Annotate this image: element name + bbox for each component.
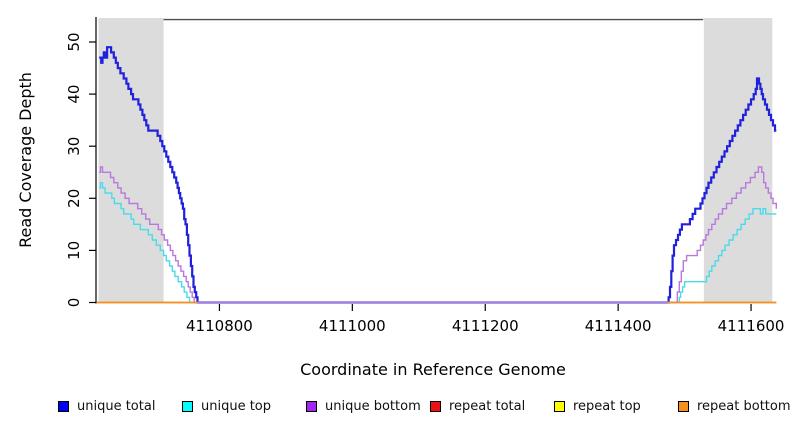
x-tick-label: 4111600 (718, 317, 785, 335)
x-tick-label: 4110800 (186, 317, 253, 335)
shaded-region-left-flank (98, 18, 164, 303)
y-tick-label: 10 (65, 241, 83, 260)
legend-label: repeat top (573, 398, 641, 414)
series-line-unique-top (99, 182, 777, 304)
legend-item-unique-total: unique total (58, 397, 155, 415)
x-axis-title: Coordinate in Reference Genome (300, 360, 566, 379)
legend-label: repeat bottom (697, 398, 791, 414)
legend-swatch-icon (182, 400, 193, 412)
series-line-unique-bottom (99, 166, 777, 304)
y-axis-title: Read Coverage Depth (16, 72, 35, 248)
legend-item-unique-top: unique top (182, 397, 271, 415)
legend-label: unique total (77, 398, 156, 414)
legend-swatch-icon (554, 400, 565, 412)
legend-swatch-icon (306, 400, 317, 412)
y-tick-label: 20 (65, 189, 83, 208)
x-tick-label: 4111400 (585, 317, 652, 335)
legend-item-unique-bottom: unique bottom (306, 397, 421, 415)
x-tick-label: 4111000 (319, 317, 386, 335)
plot-area: 0 10 20 30 40 50 4110800 4111000 4111200 4111400 4… (65, 17, 784, 335)
legend-item-repeat-bottom: repeat bottom (678, 397, 791, 415)
y-tick-label: 50 (65, 32, 83, 51)
legend-swatch-icon (58, 400, 69, 412)
legend-label: unique bottom (325, 398, 421, 414)
x-tick-label: 4111200 (452, 317, 519, 335)
y-tick-label: 0 (65, 298, 83, 308)
y-tick-label: 40 (65, 85, 83, 104)
legend-swatch-icon (430, 400, 441, 412)
legend: unique total unique top unique bottom repea… (0, 397, 792, 419)
legend-item-repeat-total: repeat total (430, 397, 525, 415)
legend-label: repeat total (449, 398, 526, 414)
coverage-chart: 0 10 20 30 40 50 4110800 4111000 4111200 4111400 4… (16, 17, 784, 379)
series-line-unique-total (99, 46, 777, 304)
shaded-region-right-flank (703, 18, 773, 303)
legend-label: unique top (201, 398, 272, 414)
legend-item-repeat-top: repeat top (554, 397, 641, 415)
y-tick-label: 30 (65, 137, 83, 156)
legend-swatch-icon (678, 400, 689, 412)
